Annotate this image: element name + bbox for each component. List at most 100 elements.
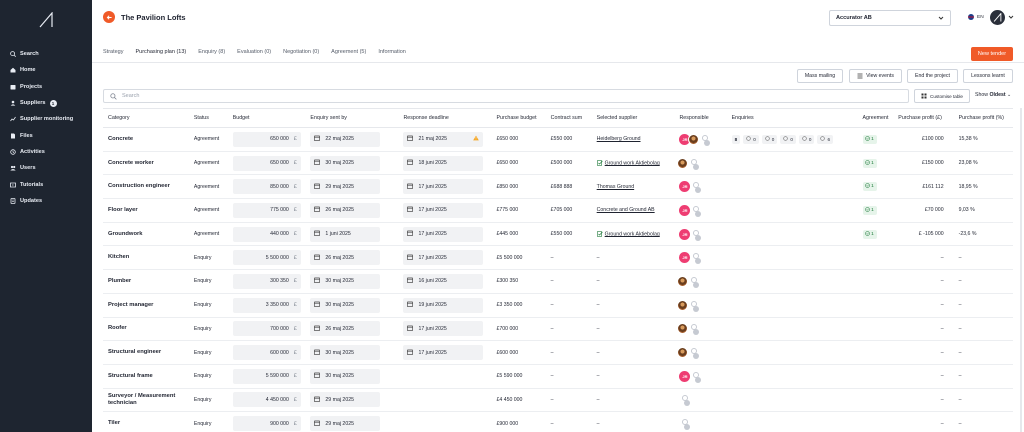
responsible-avatars[interactable] [677,275,726,288]
budget-field[interactable]: 3 350 000 £ [232,297,301,313]
response-deadline-field[interactable]: 18 juni 2025 [403,155,484,171]
add-user-icon[interactable] [692,205,702,217]
new-tender-button[interactable]: New tender [971,47,1013,61]
budget-field[interactable]: 5 500 000 £ [232,250,301,266]
budget-field[interactable]: 850 000 £ [232,179,301,195]
budget-field[interactable]: 300 350 £ [232,273,301,289]
responsible-avatars[interactable] [677,157,726,170]
sidebar-item-files[interactable]: Files [0,127,92,143]
back-button[interactable] [103,11,115,23]
add-user-icon[interactable] [690,300,700,312]
category-cell[interactable]: Surveyor / Measurement technician [103,388,189,413]
response-deadline-field[interactable]: 21 maj 2025 [403,131,484,147]
enquiry-sent-date-field[interactable]: 30 maj 2025 [310,297,381,313]
sidebar-item-tutorials[interactable]: Tutorials [0,176,92,192]
category-cell[interactable]: Kitchen [103,245,189,271]
category-cell[interactable]: Structural engineer [103,340,189,365]
enquiry-sent-date-field[interactable]: 29 maj 2025 [310,179,381,195]
lessons-learnt-button[interactable]: Lessons learnt [963,69,1013,83]
tab-information[interactable]: Information [378,49,406,55]
add-user-icon[interactable] [692,371,702,383]
agreement-badge[interactable]: 1 [862,134,877,144]
table-row[interactable]: Concrete worker Agreement 650 000 £30 maj 2… [103,151,1013,176]
category-cell[interactable]: Project manager [103,293,189,318]
table-row[interactable]: Roofer Enquiry 700 000 £26 maj 2025 17 juni … [103,317,1013,342]
column-header[interactable]: Status [188,108,228,128]
table-row[interactable]: Plumber Enquiry 300 350 £30 maj 2025 16 juni… [103,269,1013,294]
responsible-avatars[interactable] [679,394,726,407]
budget-field[interactable]: 5 590 000 £ [232,368,301,384]
tab-enquiry[interactable]: Enquiry (8) [198,49,226,55]
enquiry-sent-date-field[interactable]: 29 maj 2025 [310,416,381,432]
view-events-button[interactable]: View events [849,69,902,83]
sidebar-item-projects[interactable]: Projects [0,79,92,95]
budget-field[interactable]: 4 450 000 £ [232,392,301,408]
column-header[interactable]: Category [103,108,189,128]
chevron-down-icon[interactable] [1008,14,1014,20]
add-user-icon[interactable] [690,158,700,170]
agreement-badge[interactable]: 1 [862,229,877,239]
supplier-link[interactable]: Concrete and Ground AB [596,207,655,214]
tab-negotiation[interactable]: Negotiation (0) [283,49,320,55]
enquiry-sent-date-field[interactable]: 1 juni 2025 [310,226,381,242]
table-row[interactable]: Project manager Enquiry 3 350 000 £30 maj 2… [103,293,1013,318]
app-logo-icon[interactable] [38,11,54,28]
category-cell[interactable]: Structural frame [103,364,189,389]
response-deadline-field[interactable]: 17 juni 2025 [403,202,484,218]
enquiry-sent-date-field[interactable]: 30 maj 2025 [310,273,381,289]
table-row[interactable]: Construction engineer Agreement 850 000 £29… [103,174,1013,200]
add-user-icon[interactable] [690,276,700,288]
enquiry-sent-date-field[interactable]: 26 maj 2025 [310,250,381,266]
column-header[interactable]: Purchase profit (%) [953,108,1013,128]
responsible-avatars[interactable] [677,347,726,360]
response-deadline-field[interactable]: 17 juni 2025 [403,226,484,242]
sort-select[interactable]: Show Oldest ⌄ [975,92,1011,98]
column-header[interactable]: Purchase budget [491,108,546,128]
supplier-link[interactable]: Heidelberg Ground [596,136,641,143]
enquiry-sent-date-field[interactable]: 29 maj 2025 [310,392,381,408]
table-row[interactable]: Structural engineer Enquiry 600 000 £30 maj… [103,340,1013,365]
user-avatar[interactable] [990,10,1005,25]
category-cell[interactable]: Concrete [103,127,189,152]
supplier-link[interactable]: Ground work Aktiebolag [604,160,660,167]
add-user-icon[interactable] [690,323,700,336]
column-header[interactable]: Budget [227,108,306,128]
table-row[interactable]: Tiler Enquiry 900 000 £29 maj 2025 £900 000–… [103,411,1013,432]
budget-field[interactable]: 900 000 £ [232,416,301,432]
category-cell[interactable]: Construction engineer [103,174,189,200]
add-user-icon[interactable] [701,134,711,146]
responsible-avatars[interactable]: JR [679,228,726,241]
responsible-avatars[interactable] [677,323,726,336]
enquiry-sent-date-field[interactable]: 30 maj 2025 [310,345,381,361]
category-cell[interactable]: Plumber [103,269,189,294]
sidebar-item-supplier-monitoring[interactable]: Supplier monitoring [0,111,92,127]
enquiry-sent-date-field[interactable]: 26 maj 2025 [310,202,381,218]
category-cell[interactable]: Roofer [103,317,189,342]
sidebar-item-home[interactable]: Home [0,62,92,78]
language-select[interactable]: EN [968,14,984,20]
agreement-badge[interactable]: 1 [862,205,877,215]
column-header[interactable]: Enquiries [726,108,858,128]
table-row[interactable]: Floor layer Agreement 775 000 £26 maj 2025 1… [103,198,1013,223]
responsible-avatars[interactable]: JR [679,370,726,383]
scrollbar[interactable] [1020,108,1022,432]
supplier-link[interactable]: Thomas Ground [596,183,635,190]
table-row[interactable]: Kitchen Enquiry 5 500 000 £26 maj 2025 17 ju… [103,245,1013,271]
sidebar-item-updates[interactable]: Updates [0,193,92,209]
budget-field[interactable]: 600 000 £ [232,345,301,361]
table-row[interactable]: Concrete Agreement 650 000 £22 maj 2025 21 m… [103,127,1013,152]
agreement-badge[interactable]: 1 [862,158,877,168]
add-user-icon[interactable] [692,252,702,265]
budget-field[interactable]: 775 000 £ [232,202,301,218]
responsible-avatars[interactable] [677,299,726,312]
sidebar-item-users[interactable]: Users [0,160,92,176]
column-header[interactable]: Agreement [857,108,894,128]
responsible-avatars[interactable] [679,418,726,431]
category-cell[interactable]: Groundwork [103,222,189,247]
column-header[interactable]: Contract sum [545,108,592,128]
budget-field[interactable]: 700 000 £ [232,321,301,337]
response-deadline-field[interactable]: 16 juni 2025 [403,273,484,289]
customise-table-button[interactable]: Customise table [914,89,970,103]
responsible-avatars[interactable]: JR [679,133,726,146]
column-header[interactable]: Responsible [674,108,727,128]
